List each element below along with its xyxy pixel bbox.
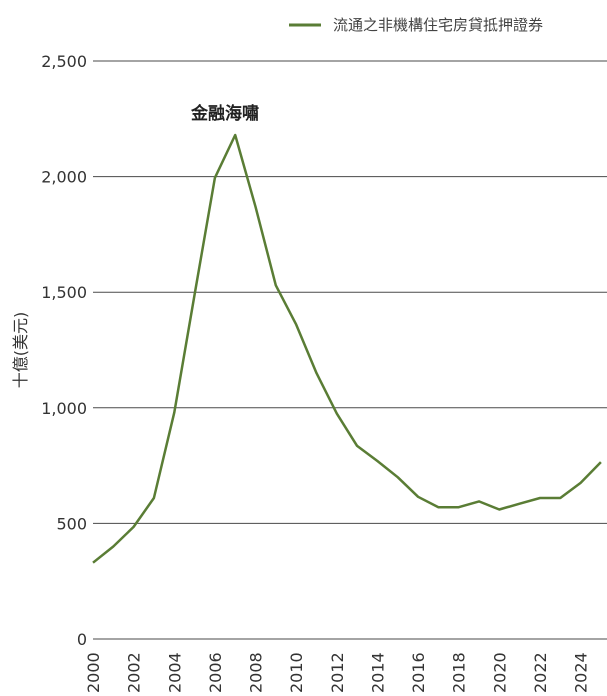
y-axis-label: 十億(美元) (11, 312, 30, 389)
y-tick-label: 2,000 (41, 168, 87, 187)
series-group (92, 133, 602, 564)
series-line (92, 133, 602, 564)
x-tick-label: 2006 (206, 652, 225, 693)
y-tick-label: 0 (77, 630, 87, 649)
y-tick-label: 500 (56, 514, 87, 533)
x-tick-label: 2018 (450, 652, 469, 693)
y-tick-label: 1,000 (41, 399, 87, 418)
legend-label: 流通之非機構住宅房貸抵押證券 (333, 16, 543, 34)
x-tick-label: 2000 (84, 652, 103, 693)
legend: 流通之非機構住宅房貸抵押證券 (289, 16, 543, 34)
x-tick-label: 2024 (572, 652, 591, 693)
x-tick-label: 2014 (368, 652, 387, 693)
annotations: 金融海嘯 (190, 103, 259, 124)
y-axis-tick-labels: 0 500 1,000 1,500 2,000 2,500 (41, 52, 87, 649)
x-tick-label: 2020 (490, 652, 509, 693)
x-tick-label: 2004 (165, 652, 184, 693)
x-axis-tick-labels: 2000 2002 2004 2006 2008 2010 2012 2014 2016 2018… (84, 652, 591, 693)
x-tick-label: 2008 (247, 652, 266, 693)
x-tick-label: 2012 (328, 652, 347, 693)
y-tick-label: 1,500 (41, 283, 87, 302)
x-tick-label: 2016 (409, 652, 428, 693)
x-tick-label: 2022 (531, 652, 550, 693)
annotation-label: 金融海嘯 (190, 103, 259, 124)
x-tick-label: 2010 (287, 652, 306, 693)
y-tick-label: 2,500 (41, 52, 87, 71)
grid-lines (93, 60, 607, 640)
x-tick-label: 2002 (125, 652, 144, 693)
